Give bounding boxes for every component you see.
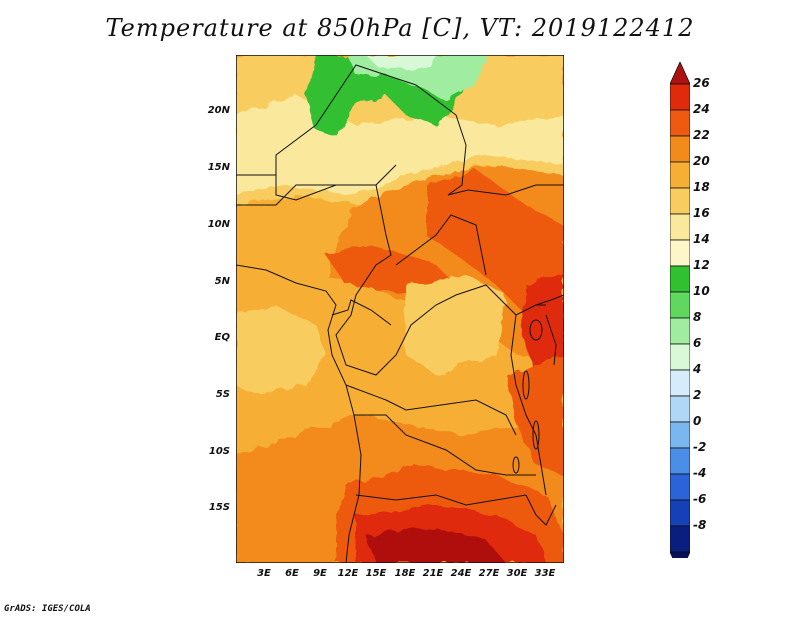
colorbar-label: 8 bbox=[693, 310, 702, 324]
colorbar-segment bbox=[670, 239, 690, 267]
x-tick-24e: 24E bbox=[450, 568, 472, 579]
colorbar-segment bbox=[670, 187, 690, 215]
x-tick-33e: 33E bbox=[534, 568, 556, 579]
south-dark-red-core bbox=[366, 527, 506, 563]
colorbar-label: 0 bbox=[693, 414, 702, 428]
x-tick-30e: 30E bbox=[506, 568, 528, 579]
colorbar-label: 22 bbox=[693, 128, 710, 142]
colorbar-segment bbox=[670, 395, 690, 423]
west-coast-light bbox=[236, 305, 326, 395]
colorbar-segment bbox=[670, 161, 690, 189]
colorbar-label: 2 bbox=[693, 388, 702, 402]
colorbar-label: -6 bbox=[693, 492, 707, 506]
colorbar-label: 24 bbox=[693, 102, 710, 116]
colorbar-label: 20 bbox=[693, 154, 710, 168]
colorbar-segment bbox=[670, 343, 690, 371]
colorbar-segment bbox=[670, 265, 690, 293]
y-tick-15s: 15S bbox=[208, 502, 230, 513]
colorbar-label: 12 bbox=[693, 258, 710, 272]
colorbar-label: -2 bbox=[693, 440, 707, 454]
x-tick-18e: 18E bbox=[394, 568, 416, 579]
colorbar-segment bbox=[670, 135, 690, 163]
x-tick-6e: 6E bbox=[285, 568, 299, 579]
x-tick-9e: 9E bbox=[313, 568, 327, 579]
lakes bbox=[512, 319, 543, 474]
y-tick-15n: 15N bbox=[207, 162, 230, 173]
colorbar-bottom-arrow bbox=[670, 551, 690, 558]
colorbar-segment bbox=[670, 499, 690, 527]
colorbar-label: 18 bbox=[693, 180, 710, 194]
map-title: Temperature at 850hPa [C], VT: 201912241… bbox=[105, 14, 695, 42]
y-tick-10s: 10S bbox=[208, 446, 230, 457]
country-borders bbox=[236, 64, 564, 563]
colorbar bbox=[670, 62, 690, 558]
y-tick-10n: 10N bbox=[207, 219, 230, 230]
colorbar-label: 4 bbox=[693, 362, 702, 376]
x-tick-27e: 27E bbox=[478, 568, 500, 579]
x-tick-15e: 15E bbox=[365, 568, 387, 579]
north-light-green-patch bbox=[346, 55, 486, 100]
colorbar-segment bbox=[670, 213, 690, 241]
colorbar-segment bbox=[670, 109, 690, 137]
x-tick-21e: 21E bbox=[422, 568, 444, 579]
grads-credit: GrADS: IGES/COLA bbox=[4, 604, 91, 614]
colorbar-label: 16 bbox=[693, 206, 710, 220]
x-tick-3e: 3E bbox=[257, 568, 271, 579]
north-pale-green-patch bbox=[366, 55, 436, 69]
colorbar-segment bbox=[670, 447, 690, 475]
y-tick-5n: 5N bbox=[214, 276, 230, 287]
south-east-orange bbox=[506, 355, 564, 475]
y-tick-eq: EQ bbox=[214, 332, 230, 343]
colorbar-label: 26 bbox=[693, 76, 710, 90]
colorbar-segment bbox=[670, 317, 690, 345]
colorbar-label: -4 bbox=[693, 466, 707, 480]
colorbar-segment bbox=[670, 369, 690, 397]
colorbar-segment bbox=[670, 421, 690, 449]
colorbar-segment bbox=[670, 83, 690, 111]
colorbar-label: 10 bbox=[693, 284, 710, 298]
congo-light-orange bbox=[406, 275, 506, 375]
colorbar-segment bbox=[670, 525, 690, 553]
colorbar-label: -8 bbox=[693, 518, 707, 532]
colorbar-segment bbox=[670, 291, 690, 319]
y-tick-20n: 20N bbox=[207, 105, 230, 116]
colorbar-segment bbox=[670, 473, 690, 501]
colorbar-label: 6 bbox=[693, 336, 702, 350]
colorbar-label: 14 bbox=[693, 232, 710, 246]
temperature-map bbox=[236, 55, 564, 563]
x-tick-12e: 12E bbox=[337, 568, 359, 579]
y-tick-5s: 5S bbox=[215, 389, 230, 400]
colorbar-top-arrow bbox=[670, 62, 690, 85]
